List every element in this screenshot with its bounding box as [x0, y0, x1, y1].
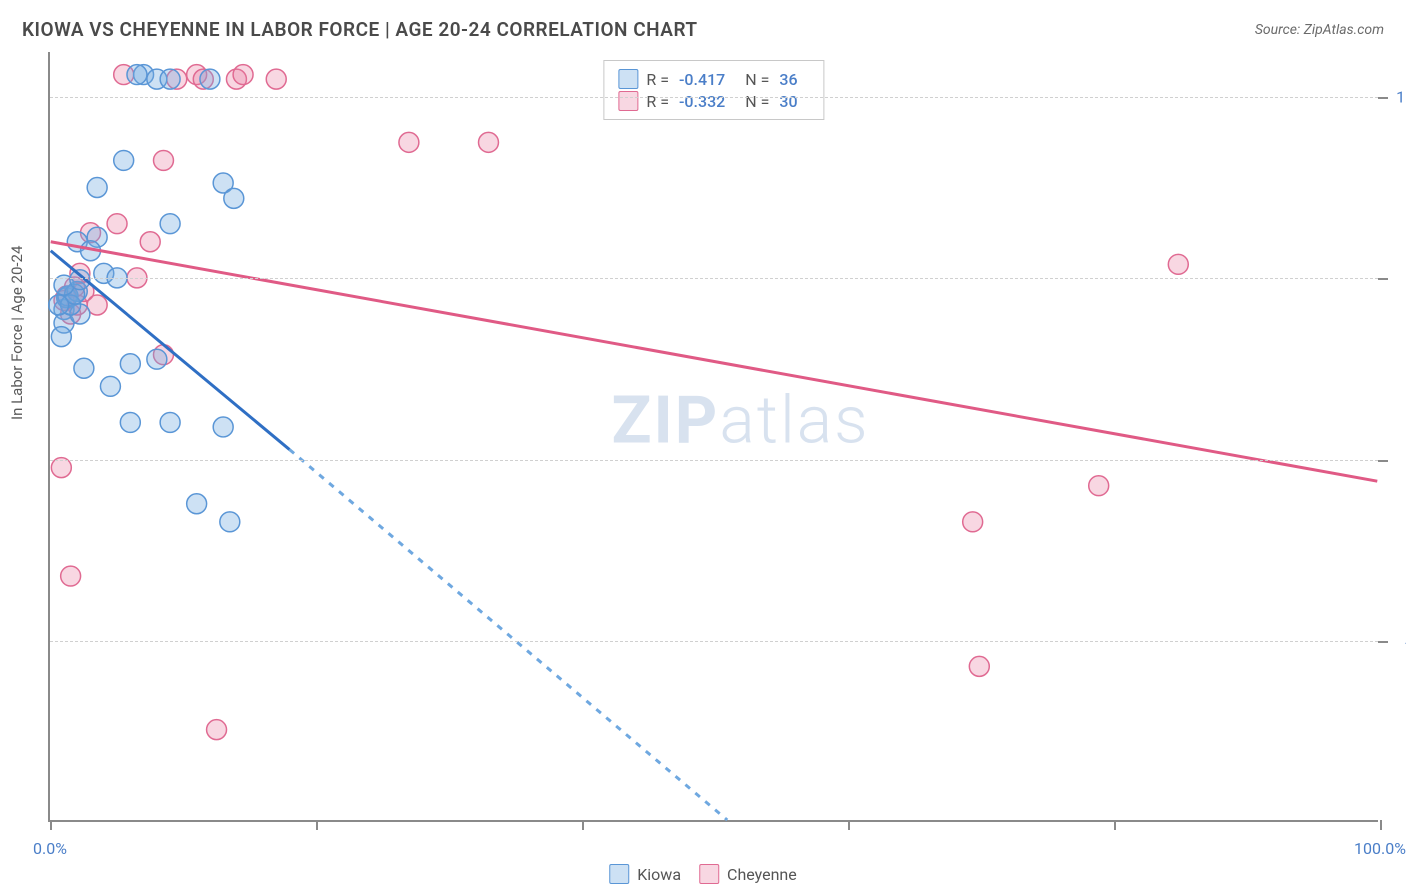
x-tick-label: 0.0% [33, 839, 67, 858]
x-tick-label: 100.0% [1354, 839, 1406, 858]
plot-area: ZIPatlas R = -0.417 N = 36 R = -0.332 N … [48, 52, 1378, 822]
chart-title: KIOWA VS CHEYENNE IN LABOR FORCE | AGE 2… [22, 18, 698, 41]
kiowa-swatch [618, 69, 638, 89]
y-tick-label: 80.0% [1388, 269, 1406, 288]
cheyenne-legend-label: Cheyenne [727, 865, 797, 884]
legend-item-kiowa: Kiowa [609, 864, 681, 884]
scatter-plot-svg [50, 52, 1378, 820]
source-attribution: Source: ZipAtlas.com [1255, 22, 1384, 38]
cheyenne-r-value: -0.332 [679, 92, 725, 111]
y-tick-label: 100.0% [1388, 88, 1406, 107]
cheyenne-n-value: 30 [779, 92, 797, 111]
kiowa-n-value: 36 [779, 70, 797, 89]
y-axis-label: In Labor Force | Age 20-24 [8, 246, 26, 420]
kiowa-r-value: -0.417 [679, 70, 725, 89]
kiowa-legend-swatch [609, 864, 629, 884]
title-bar: KIOWA VS CHEYENNE IN LABOR FORCE | AGE 2… [22, 18, 1384, 41]
r-label: R = [646, 92, 669, 111]
cheyenne-swatch [618, 91, 638, 111]
bottom-legend: Kiowa Cheyenne [609, 864, 797, 884]
legend-item-cheyenne: Cheyenne [699, 864, 797, 884]
stats-row-cheyenne: R = -0.332 N = 30 [618, 91, 809, 111]
correlation-stats-box: R = -0.417 N = 36 R = -0.332 N = 30 [603, 60, 824, 120]
cheyenne-legend-swatch [699, 864, 719, 884]
kiowa-legend-label: Kiowa [637, 865, 681, 884]
stats-row-kiowa: R = -0.417 N = 36 [618, 69, 809, 89]
r-label: R = [646, 70, 669, 89]
n-label: N = [745, 92, 769, 111]
y-tick-label: 40.0% [1388, 631, 1406, 650]
chart-container: KIOWA VS CHEYENNE IN LABOR FORCE | AGE 2… [0, 0, 1406, 892]
n-label: N = [745, 70, 769, 89]
y-tick-label: 60.0% [1388, 450, 1406, 469]
